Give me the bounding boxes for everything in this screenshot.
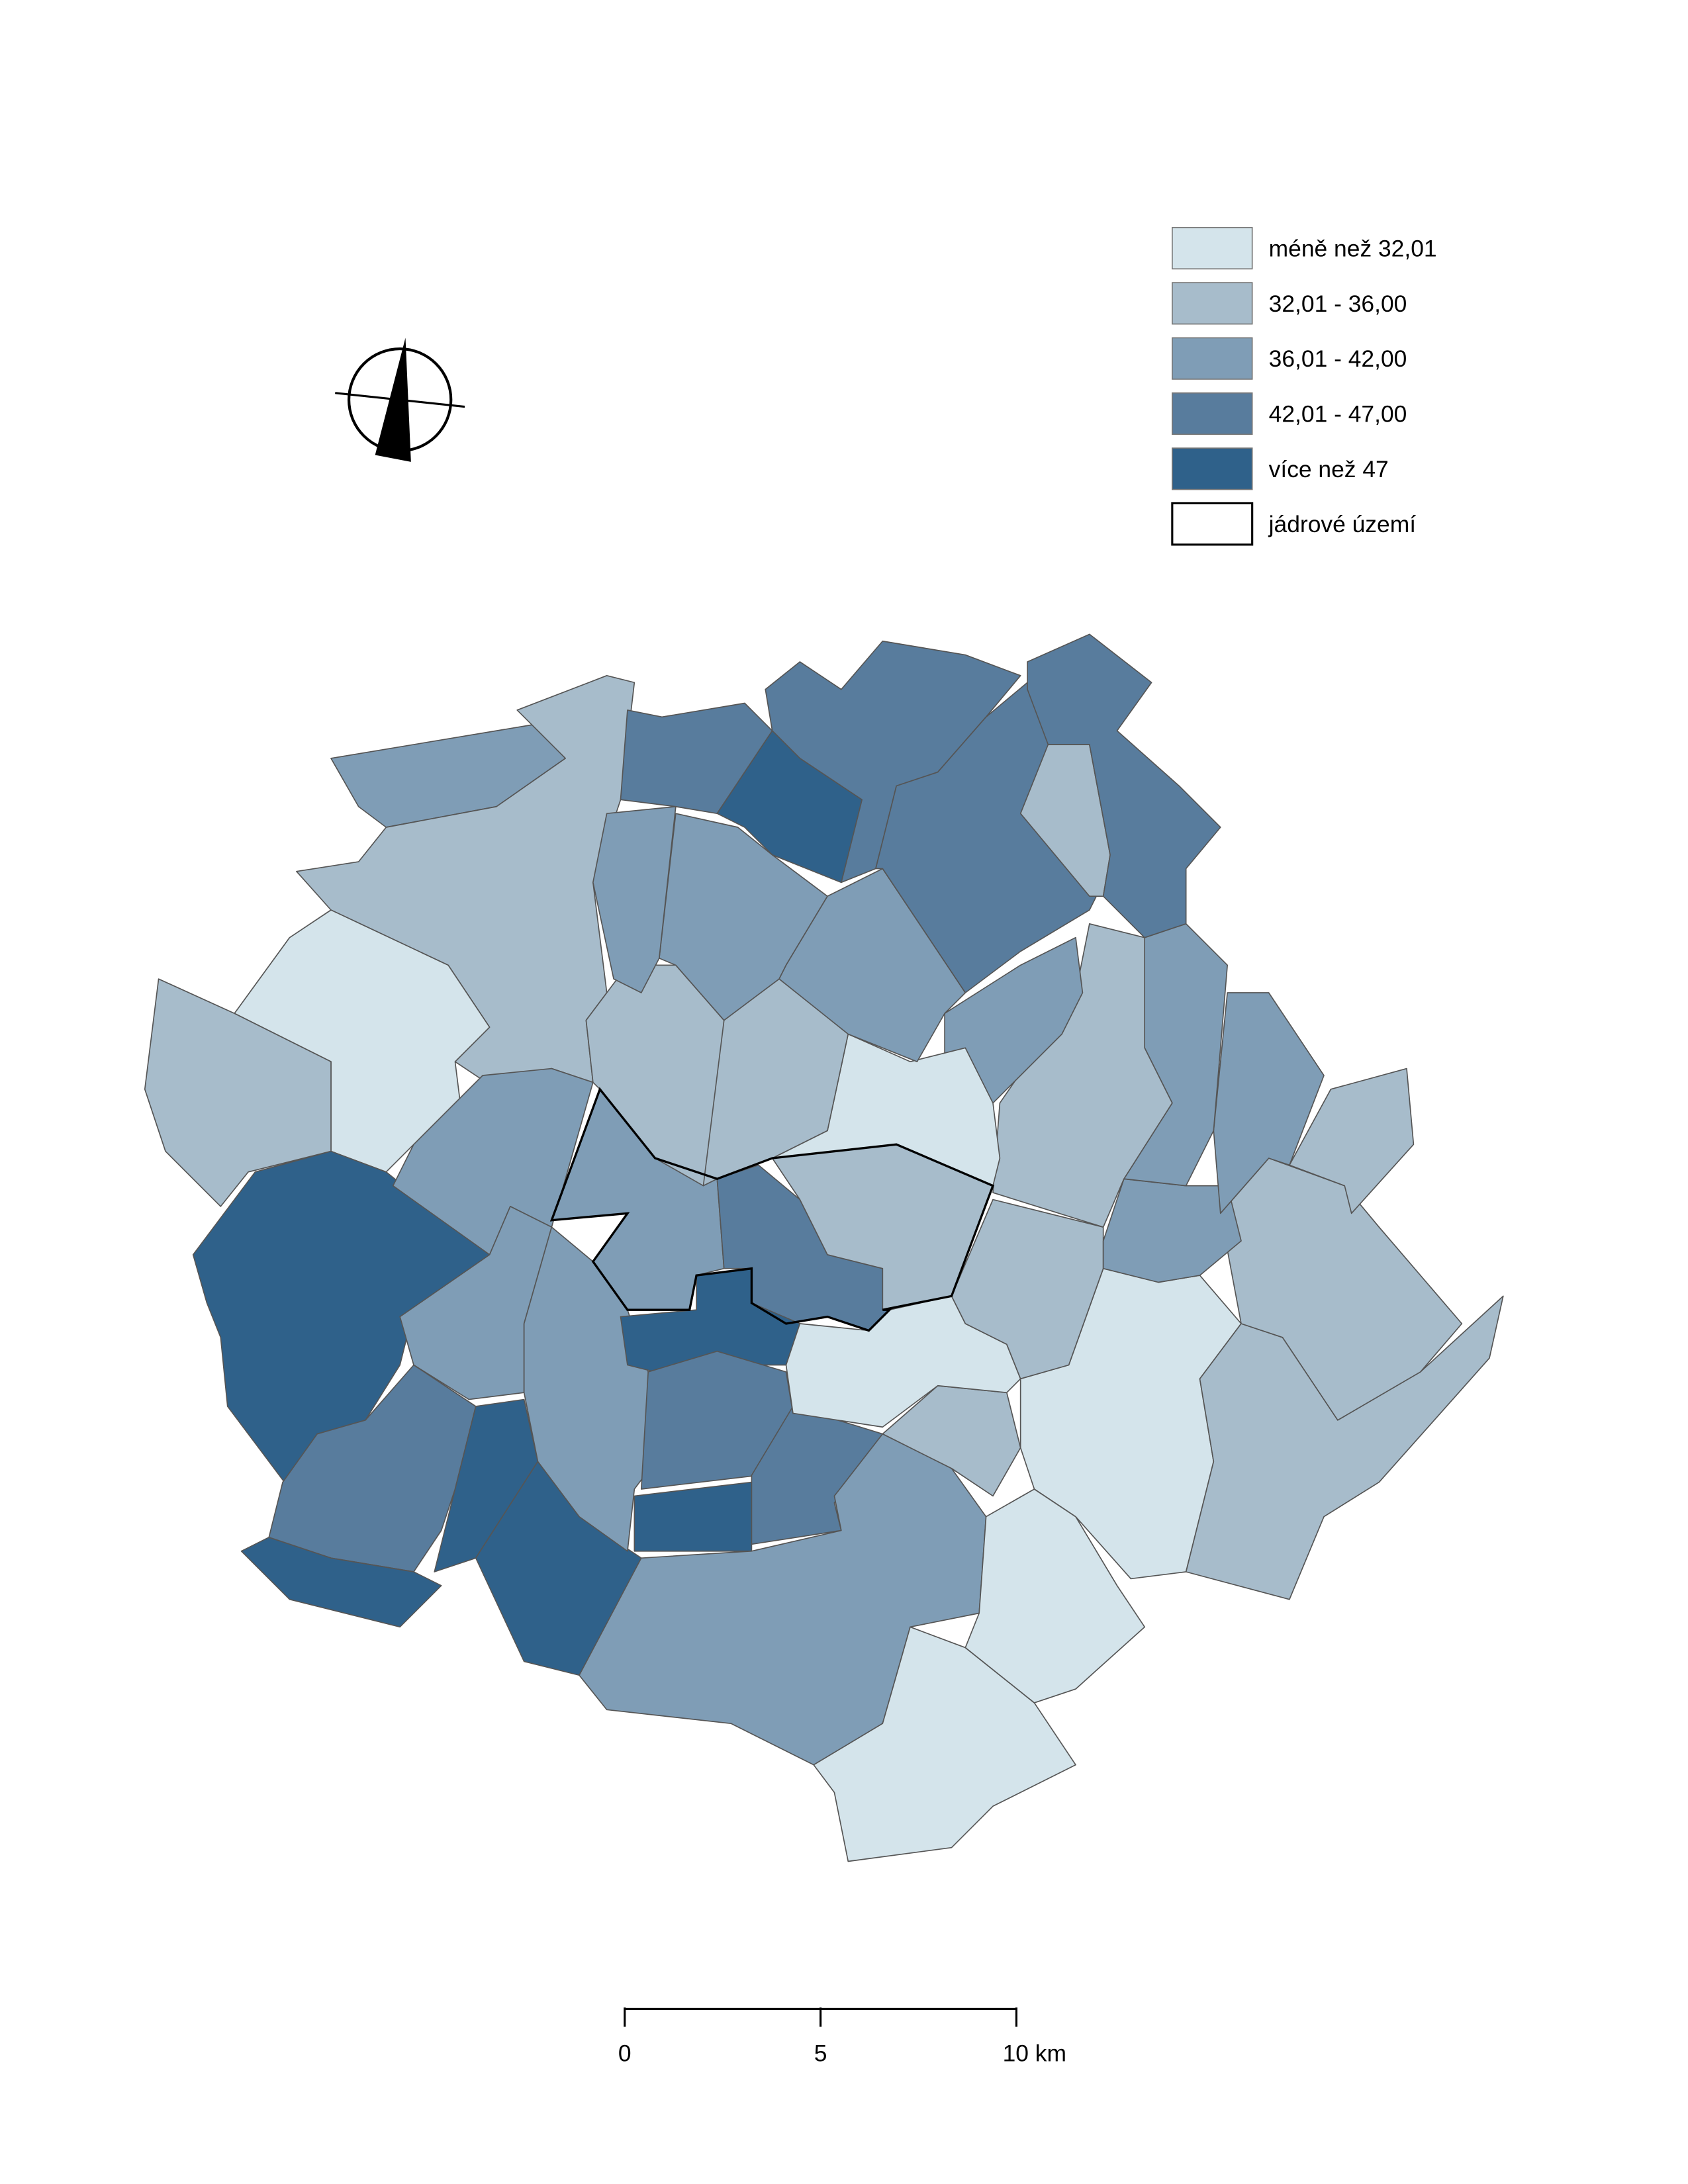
core-territory <box>549 1087 995 1332</box>
legend-label: 32,01 - 36,00 <box>1269 291 1407 317</box>
legend-label: méně než 32,01 <box>1269 236 1437 262</box>
legend-swatch <box>1172 282 1253 325</box>
legend-swatch <box>1172 226 1253 270</box>
region <box>1289 1068 1415 1214</box>
legend-label: 36,01 - 42,00 <box>1269 345 1407 372</box>
regions <box>144 633 1504 1862</box>
legend-swatch <box>1172 392 1253 435</box>
region <box>1213 992 1325 1214</box>
region <box>592 805 677 993</box>
scale-label: 5 <box>814 2040 827 2067</box>
legend-label: jádrové území <box>1268 511 1417 537</box>
scale-label: 10 km <box>1003 2040 1066 2067</box>
region <box>1027 633 1221 938</box>
region <box>620 702 773 814</box>
region <box>240 1537 442 1628</box>
scale-label: 0 <box>618 2040 632 2067</box>
region <box>633 1481 753 1552</box>
region <box>716 730 863 884</box>
region <box>192 1150 491 1490</box>
north-arrow <box>335 338 465 462</box>
legend-swatch <box>1172 447 1253 490</box>
scale-bar: 0 5 10 km <box>618 2007 1066 2067</box>
legend: méně než 32,01 32,01 - 36,00 36,01 - 42,00… <box>1171 226 1437 546</box>
region <box>813 1626 1076 1862</box>
legend-swatch <box>1172 337 1253 380</box>
legend-label: 42,01 - 47,00 <box>1269 401 1407 428</box>
legend-swatch <box>1171 502 1254 546</box>
region <box>964 1488 1145 1704</box>
legend-label: více než 47 <box>1269 456 1389 482</box>
